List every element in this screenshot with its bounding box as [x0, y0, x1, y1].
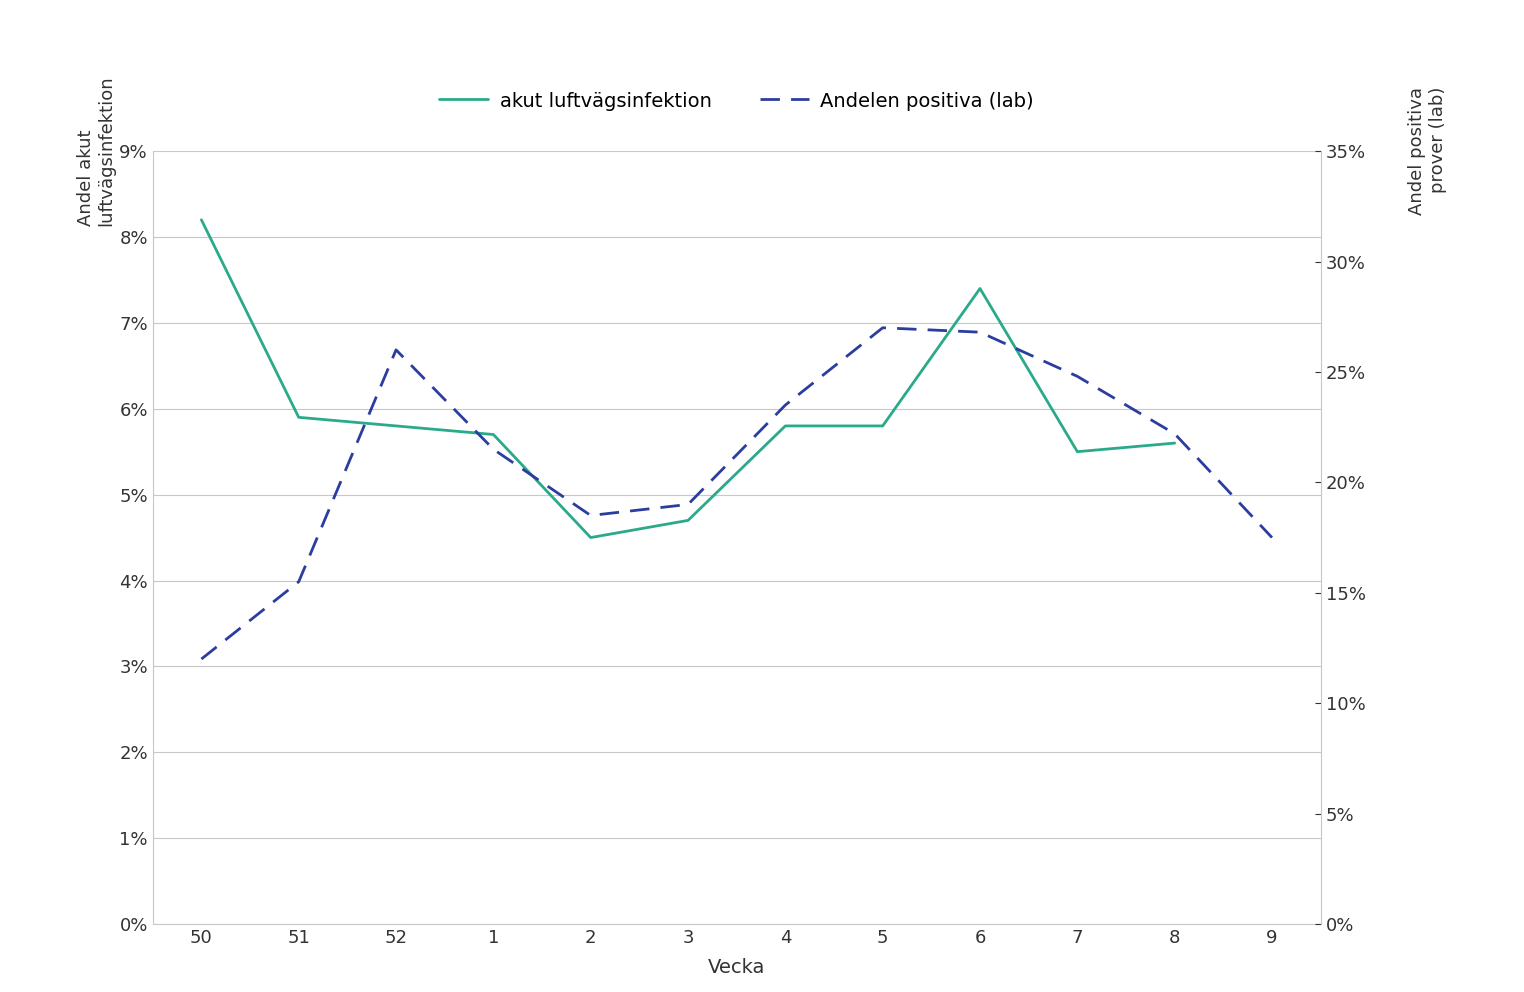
X-axis label: Vecka: Vecka [709, 958, 765, 977]
Y-axis label: Andel akut
luftvägsinfektion: Andel akut luftvägsinfektion [76, 75, 116, 226]
Y-axis label: Andel positiva
prover (lab): Andel positiva prover (lab) [1408, 87, 1448, 215]
Legend: akut luftvägsinfektion, Andelen positiva (lab): akut luftvägsinfektion, Andelen positiva… [431, 83, 1042, 118]
